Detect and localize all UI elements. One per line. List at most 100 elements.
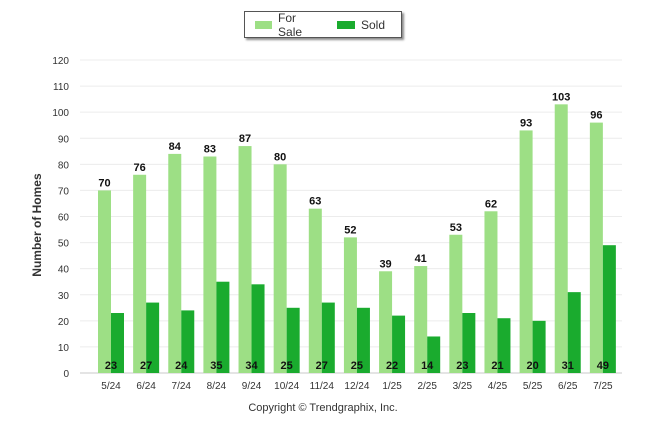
x-axis-ticks: 5/24 6/24 7/24 8/24 9/24 10/24 11/24 12/24 1/25 2… xyxy=(101,381,613,392)
x-tick-label: 5/24 xyxy=(101,381,121,392)
bar-sold xyxy=(532,320,546,373)
data-label-sold: 23 xyxy=(456,360,468,372)
data-label-sold: 27 xyxy=(140,360,152,372)
bar-sold xyxy=(497,318,511,373)
x-tick-label: 11/24 xyxy=(310,381,335,392)
data-label-for-sale: 80 xyxy=(274,151,286,163)
y-tick-label: 30 xyxy=(58,291,70,302)
data-label-sold: 49 xyxy=(597,360,609,372)
bar-for-sale xyxy=(98,190,111,373)
y-tick-label: 90 xyxy=(58,134,70,145)
bar-for-sale xyxy=(414,266,428,373)
data-label-sold: 22 xyxy=(386,360,398,372)
legend-swatch-for-sale xyxy=(255,20,273,29)
bar-sold xyxy=(321,302,335,373)
data-label-for-sale: 63 xyxy=(309,196,321,208)
y-tick-label: 100 xyxy=(52,108,69,119)
data-label-sold: 31 xyxy=(562,360,574,372)
bar-for-sale xyxy=(168,153,182,373)
y-tick-label: 40 xyxy=(58,265,70,276)
x-tick-label: 8/24 xyxy=(207,381,227,392)
legend-label-sold: Sold xyxy=(360,17,385,32)
bar-for-sale xyxy=(133,174,147,373)
bar-sold xyxy=(111,313,124,373)
legend-item-sold[interactable]: Sold xyxy=(336,17,385,32)
y-tick-label: 110 xyxy=(53,82,69,93)
x-tick-label: 10/24 xyxy=(274,381,299,392)
bar-sold xyxy=(356,307,370,373)
bar-for-sale xyxy=(203,156,217,373)
bar-for-sale xyxy=(308,208,322,373)
x-tick-label: 4/25 xyxy=(488,381,508,392)
bar-sold xyxy=(181,310,195,373)
y-tick-label: 50 xyxy=(58,239,70,250)
bar-for-sale xyxy=(343,237,357,373)
x-tick-label: 1/25 xyxy=(382,381,402,392)
x-tick-label: 5/25 xyxy=(523,381,543,392)
legend-swatch-sold xyxy=(336,20,355,29)
data-label-for-sale: 76 xyxy=(134,162,146,174)
data-label-for-sale: 53 xyxy=(450,222,462,234)
x-tick-label: 7/24 xyxy=(172,381,192,392)
y-tick-label: 0 xyxy=(63,369,69,380)
data-label-sold: 20 xyxy=(526,360,538,372)
y-tick-label: 20 xyxy=(58,317,70,328)
legend-item-for-sale[interactable]: For Sale xyxy=(255,11,321,39)
data-labels: 70 23 76 27 84 24 83 35 87 34 80 25 63 27 52 25 39 22 41 14… xyxy=(98,91,609,372)
data-label-sold: 23 xyxy=(105,360,117,372)
legend: For Sale Sold xyxy=(244,11,402,39)
data-label-for-sale: 52 xyxy=(344,224,356,236)
bar-for-sale xyxy=(449,234,463,373)
bar-sold xyxy=(286,307,300,373)
data-label-sold: 24 xyxy=(175,360,188,372)
y-tick-label: 120 xyxy=(52,56,69,67)
data-label-for-sale: 103 xyxy=(552,91,570,103)
bar-sold xyxy=(392,315,406,373)
data-label-sold: 35 xyxy=(210,360,222,372)
data-label-for-sale: 84 xyxy=(169,141,182,153)
data-label-for-sale: 83 xyxy=(204,144,216,156)
x-tick-label: 6/25 xyxy=(558,381,578,392)
bar-for-sale xyxy=(379,271,393,373)
bar-for-sale xyxy=(519,130,533,373)
data-label-for-sale: 87 xyxy=(239,133,251,145)
bar-for-sale xyxy=(238,146,252,373)
data-label-for-sale: 41 xyxy=(415,253,427,265)
x-tick-label: 3/25 xyxy=(453,381,473,392)
bar-for-sale xyxy=(589,122,603,373)
bar-sold xyxy=(146,302,160,373)
y-tick-label: 80 xyxy=(58,160,70,171)
y-tick-label: 10 xyxy=(58,343,70,354)
x-tick-label: 9/24 xyxy=(242,381,262,392)
data-label-for-sale: 93 xyxy=(520,117,532,129)
data-label-for-sale: 70 xyxy=(98,177,110,189)
y-axis-label: Number of Homes xyxy=(30,173,44,277)
data-label-for-sale: 62 xyxy=(485,198,497,210)
bar-sold xyxy=(251,284,265,373)
x-tick-label: 2/25 xyxy=(417,381,437,392)
copyright-credit: Copyright © Trendgraphix, Inc. xyxy=(248,402,398,414)
bar-sold xyxy=(216,281,230,373)
data-label-for-sale: 96 xyxy=(590,110,602,122)
bar-sold xyxy=(602,245,616,373)
x-tick-label: 12/24 xyxy=(344,381,369,392)
data-label-sold: 27 xyxy=(316,360,328,372)
y-tick-label: 60 xyxy=(58,213,70,224)
bar-sold xyxy=(462,313,476,373)
bar-sold xyxy=(567,292,581,373)
bar-for-sale xyxy=(554,104,568,373)
bar-for-sale xyxy=(273,164,287,373)
bar-for-sale xyxy=(484,211,498,373)
bar-sold xyxy=(427,336,441,373)
bars xyxy=(98,104,616,373)
data-label-sold: 21 xyxy=(491,360,503,372)
data-label-sold: 14 xyxy=(421,360,434,372)
data-label-sold: 25 xyxy=(351,360,363,372)
data-label-sold: 34 xyxy=(245,360,258,372)
y-axis-ticks: 0 10 20 30 40 50 60 70 80 90 100 110 120 xyxy=(52,56,69,380)
y-tick-label: 70 xyxy=(58,186,70,197)
x-tick-label: 7/25 xyxy=(593,381,613,392)
x-tick-label: 6/24 xyxy=(136,381,156,392)
data-label-for-sale: 39 xyxy=(379,258,391,270)
